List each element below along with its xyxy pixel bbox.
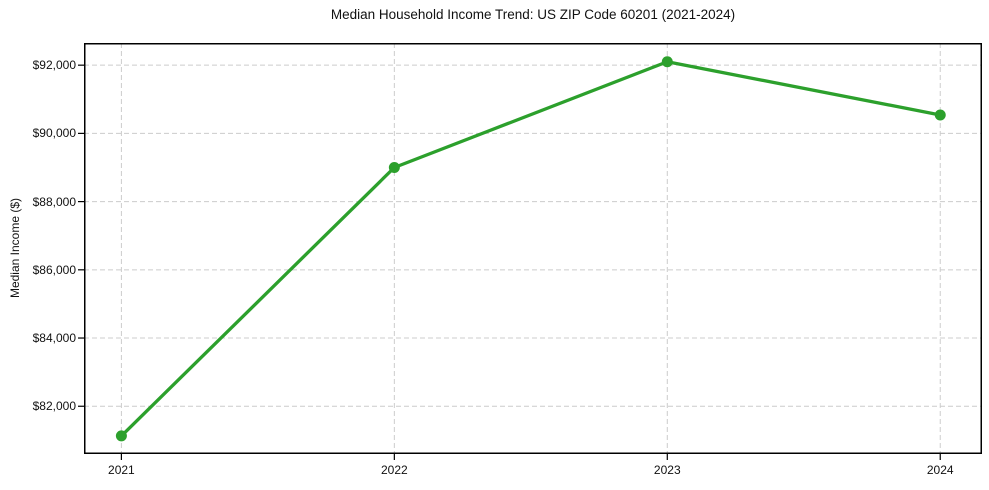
plot-area [78,43,982,460]
y-axis-label: Median Income ($) [2,43,28,454]
chart-title: Median Household Income Trend: US ZIP Co… [330,7,736,22]
data-point-marker [115,430,127,442]
plot-border [84,43,982,454]
y-axis-tick-label: $82,000 [32,399,76,414]
y-axis-tick-label: $92,000 [32,58,76,73]
y-axis-label-text: Median Income ($) [8,198,22,299]
chart-canvas [78,43,982,460]
x-axis-tick-label: 2022 [380,463,408,477]
trend-line [119,60,942,438]
data-point-marker [388,161,400,173]
y-axis-tick-label: $84,000 [32,331,76,346]
data-point-marker [934,109,946,121]
data-point-marker [661,56,673,68]
x-axis-tick-label: 2021 [108,463,135,477]
y-axis-tick-label: $88,000 [32,194,76,209]
x-axis-tick-label: 2024 [926,463,954,477]
x-axis-tick-label: 2023 [653,463,681,477]
y-axis-tick-label: $90,000 [32,126,76,141]
y-axis-tick-label: $86,000 [32,262,76,277]
